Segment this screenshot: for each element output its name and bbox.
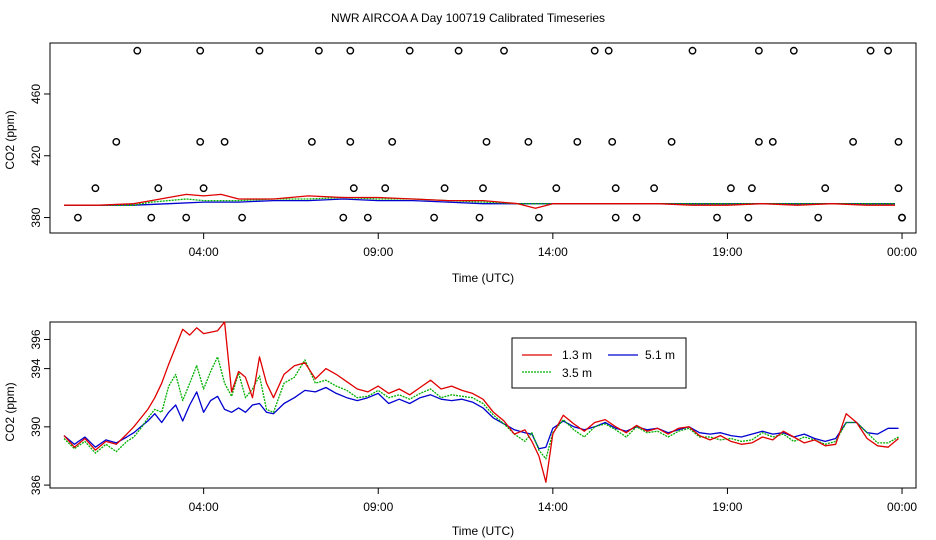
top-ytick-label: 420: [29, 145, 43, 165]
top-plot-frame: [49, 42, 917, 234]
top-flask-point: [755, 46, 763, 55]
top-flask-point: [611, 184, 620, 193]
top-flask-point: [314, 46, 323, 55]
top-xtick-label: 00:00: [887, 245, 917, 259]
top-flask-point: [381, 184, 390, 193]
top-flask-point: [196, 137, 205, 146]
top-ytick-label: 380: [29, 207, 43, 227]
top-panel: 04:00 09:00 14:00 19:00 00:00 380 420 460 Time …: [3, 42, 917, 285]
bottom-ytick-label: 386: [29, 475, 43, 495]
top-flask-point: [866, 46, 875, 55]
top-flask-point: [821, 184, 830, 193]
bottom-ytick-label: 390: [29, 417, 43, 437]
top-xtick-label: 09:00: [363, 245, 393, 259]
legend: 1.3 m 3.5 m 5.1 m: [511, 337, 687, 389]
top-flask-point: [346, 46, 355, 55]
bottom-series-line-5-1-m: [63, 386, 899, 450]
top-flask-point: [894, 137, 903, 146]
top-flask-point: [748, 184, 756, 193]
top-axes: 04:00 09:00 14:00 19:00 00:00 380 420 460: [29, 84, 917, 259]
top-flask-point: [220, 137, 229, 146]
top-flask-point: [849, 137, 857, 146]
legend-label-1-3m: 1.3 m: [562, 348, 592, 362]
top-flask-point: [454, 46, 463, 55]
top-flask-point: [500, 46, 508, 55]
bottom-xlabel: Time (UTC): [452, 524, 514, 538]
figure-title: NWR AIRCOA A Day 100719 Calibrated Times…: [331, 11, 605, 25]
top-flask-point: [440, 184, 449, 193]
top-flask-point: [573, 137, 582, 146]
top-flask-point: [482, 137, 491, 146]
legend-box: [511, 337, 687, 389]
legend-label-3-5m: 3.5 m: [562, 366, 592, 380]
top-flask-point: [430, 213, 438, 222]
top-flask-point: [388, 137, 397, 146]
top-flask-point: [349, 184, 358, 193]
top-flask-point: [112, 137, 121, 146]
top-flask-point: [339, 213, 348, 222]
top-flask-point: [182, 213, 191, 222]
bottom-ytick-label: 394: [29, 358, 43, 378]
top-flask-point: [727, 184, 735, 193]
bottom-xtick-label: 04:00: [189, 500, 219, 514]
top-flask-point: [590, 46, 599, 55]
bottom-xtick-label: 14:00: [538, 500, 568, 514]
top-flask-point: [604, 46, 613, 55]
top-flask-point: [307, 137, 316, 146]
bottom-xtick-label: 00:00: [887, 500, 917, 514]
top-xtick-label: 19:00: [712, 245, 742, 259]
bottom-plot-frame: [49, 321, 917, 489]
top-flask-point: [74, 213, 82, 222]
top-xlabel: Time (UTC): [452, 271, 514, 285]
top-flask-point: [650, 184, 658, 193]
top-flask-point: [755, 137, 763, 146]
top-flask-point: [713, 213, 721, 222]
top-flask-point: [154, 184, 163, 193]
top-ylabel: CO2 (ppm): [3, 110, 17, 169]
top-flask-point: [363, 213, 372, 222]
bottom-marks: [63, 321, 899, 483]
bottom-series-line-3-5-m: [63, 356, 899, 460]
top-flask-point: [884, 46, 892, 55]
top-xtick-label: 14:00: [538, 245, 568, 259]
bottom-axes: 04:00 09:00 14:00 19:00 00:00 386 390 394 396: [29, 329, 917, 514]
top-flask-point: [535, 213, 543, 222]
top-flask-point: [91, 184, 100, 193]
top-flask-point: [898, 213, 906, 222]
bottom-panel: 04:00 09:00 14:00 19:00 00:00 386 390 394 396 Ti…: [3, 321, 917, 538]
top-flask-point: [133, 46, 142, 55]
top-flask-point: [346, 137, 355, 146]
top-flask-point: [632, 213, 641, 222]
top-xtick-label: 04:00: [189, 245, 219, 259]
bottom-xtick-label: 09:00: [363, 500, 393, 514]
top-flask-point: [199, 184, 208, 193]
bottom-series-line-1-3-m: [63, 321, 899, 483]
top-flask-point: [238, 213, 247, 222]
top-flask-point: [611, 213, 620, 222]
top-flask-point: [475, 213, 484, 222]
top-flask-point: [608, 137, 617, 146]
bottom-ytick-label: 396: [29, 329, 43, 349]
top-flask-point: [894, 184, 903, 193]
legend-label-5-1m: 5.1 m: [645, 348, 675, 362]
top-flask-point: [552, 184, 561, 193]
top-flask-point: [405, 46, 414, 55]
top-flask-point: [789, 46, 798, 55]
top-flask-point: [744, 213, 753, 222]
top-flask-point: [814, 213, 823, 222]
bottom-ylabel: CO2 (ppm): [3, 382, 17, 441]
top-ytick-label: 460: [29, 84, 43, 104]
top-series-line-1-3-m: [64, 193, 895, 209]
bottom-xtick-label: 19:00: [712, 500, 742, 514]
top-flask-point: [147, 213, 156, 222]
top-flask-point: [768, 137, 777, 146]
top-flask-point: [255, 46, 264, 55]
top-marks: [64, 46, 906, 222]
top-flask-point: [667, 137, 676, 146]
top-flask-point: [479, 184, 487, 193]
top-flask-point: [688, 46, 697, 55]
top-flask-point: [196, 46, 205, 55]
top-flask-point: [524, 137, 533, 146]
